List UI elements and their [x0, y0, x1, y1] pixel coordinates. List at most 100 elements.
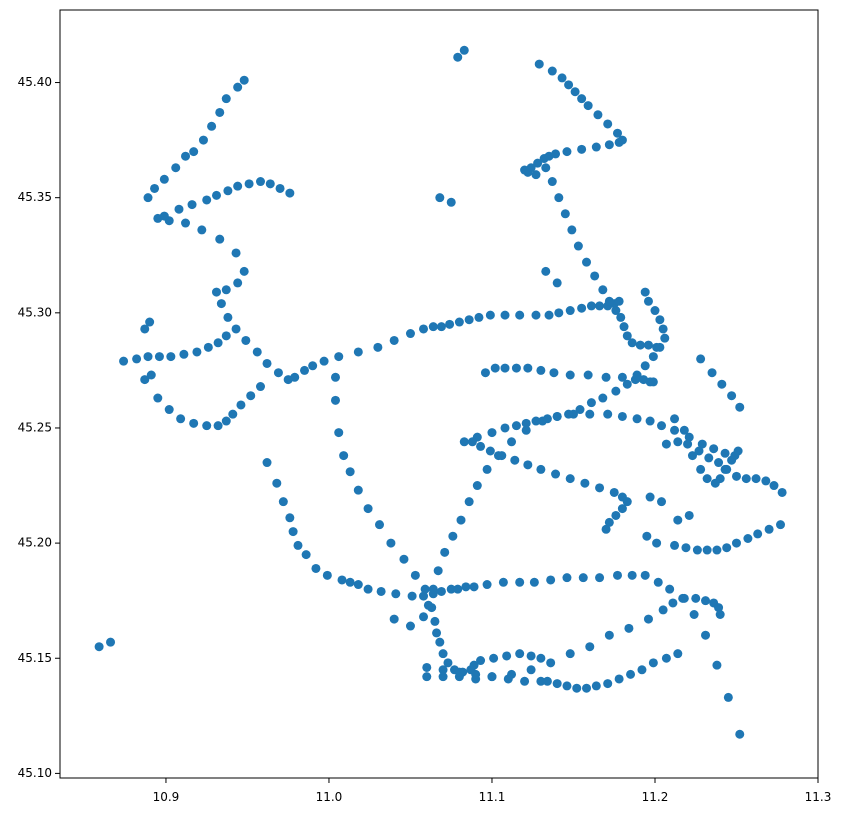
scatter-point [166, 352, 176, 362]
scatter-point [197, 225, 207, 235]
scatter-point [715, 474, 725, 484]
scatter-point [233, 278, 243, 288]
scatter-point [717, 379, 727, 389]
scatter-point [598, 393, 608, 403]
scatter-point [673, 515, 683, 525]
scatter-point [202, 195, 212, 205]
scatter-point [769, 481, 779, 491]
scatter-point [300, 365, 310, 375]
scatter-point [735, 729, 745, 739]
scatter-point [565, 370, 575, 380]
scatter-point [542, 414, 552, 424]
scatter-point [435, 193, 445, 203]
scatter-point [174, 204, 184, 214]
scatter-point [601, 524, 611, 534]
scatter-point [399, 554, 409, 564]
scatter-point [652, 538, 662, 548]
scatter-point [187, 200, 197, 210]
scatter-point [176, 414, 186, 424]
x-tick-label: 11.2 [642, 790, 669, 804]
scatter-point [645, 416, 655, 426]
scatter-point [722, 543, 732, 553]
y-tick-label: 45.25 [18, 420, 52, 434]
scatter-point [262, 458, 272, 468]
x-tick-label: 10.9 [153, 790, 180, 804]
scatter-point [150, 183, 160, 193]
scatter-point [503, 674, 513, 684]
scatter-point [632, 414, 642, 424]
scatter-point [643, 296, 653, 306]
scatter-point [683, 439, 693, 449]
scatter-point [546, 575, 556, 585]
scatter-point [660, 333, 670, 343]
scatter-point [694, 446, 704, 456]
scatter-point [679, 425, 689, 435]
scatter-point [373, 342, 383, 352]
scatter-point [547, 66, 557, 76]
scatter-point [497, 451, 507, 461]
scatter-point [622, 379, 632, 389]
x-tick-label: 11.0 [316, 790, 343, 804]
scatter-point [443, 658, 453, 668]
scatter-point [551, 149, 561, 159]
scatter-point [159, 174, 169, 184]
scatter-point [164, 405, 174, 415]
scatter-point [482, 580, 492, 590]
scatter-point [485, 310, 495, 320]
scatter-point [272, 478, 282, 488]
scatter-point [670, 425, 680, 435]
scatter-point [603, 119, 613, 129]
scatter-point [583, 101, 593, 111]
scatter-point [595, 483, 605, 493]
scatter-point [591, 681, 601, 691]
scatter-point [572, 683, 582, 693]
scatter-point [554, 193, 564, 203]
scatter-point [515, 649, 525, 659]
scatter-point [502, 651, 512, 661]
scatter-point [233, 181, 243, 191]
scatter-point [611, 306, 621, 316]
scatter-point [624, 623, 634, 633]
scatter-point [430, 616, 440, 626]
scatter-point [751, 474, 761, 484]
scatter-point [617, 135, 627, 145]
x-axis: 10.9 11.0 11.1 11.2 11.3 [153, 778, 831, 804]
scatter-point [702, 474, 712, 484]
scatter-point [285, 188, 295, 198]
scatter-point [467, 437, 477, 447]
scatter-point [405, 329, 415, 339]
scatter-point [143, 352, 153, 362]
scatter-point [658, 324, 668, 334]
scatter-point [454, 667, 464, 677]
scatter-point [707, 368, 717, 378]
scatter-point [223, 186, 233, 196]
scatter-point [687, 451, 697, 461]
scatter-point [459, 437, 469, 447]
scatter-point [228, 409, 238, 419]
scatter-point [420, 584, 430, 594]
scatter-point [189, 147, 199, 157]
scatter-point [704, 453, 714, 463]
scatter-point [697, 439, 707, 449]
scatter-point [619, 322, 629, 332]
scatter-point [526, 163, 536, 173]
scatter-point [386, 538, 396, 548]
scatter-point [640, 570, 650, 580]
scatter-point [546, 658, 556, 668]
plot-frame [59, 9, 819, 779]
scatter-point [617, 372, 627, 382]
scatter-point [536, 653, 546, 663]
scatter-point [582, 683, 592, 693]
scatter-point [632, 370, 642, 380]
scatter-point [391, 589, 401, 599]
scatter-point [500, 423, 510, 433]
scatter-point [216, 299, 226, 309]
scatter-point [627, 570, 637, 580]
scatter-point [256, 177, 266, 187]
scatter-point [334, 352, 344, 362]
scatter-point [565, 474, 575, 484]
scatter-point [603, 409, 613, 419]
scatter-point [146, 370, 156, 380]
scatter-point [565, 306, 575, 316]
